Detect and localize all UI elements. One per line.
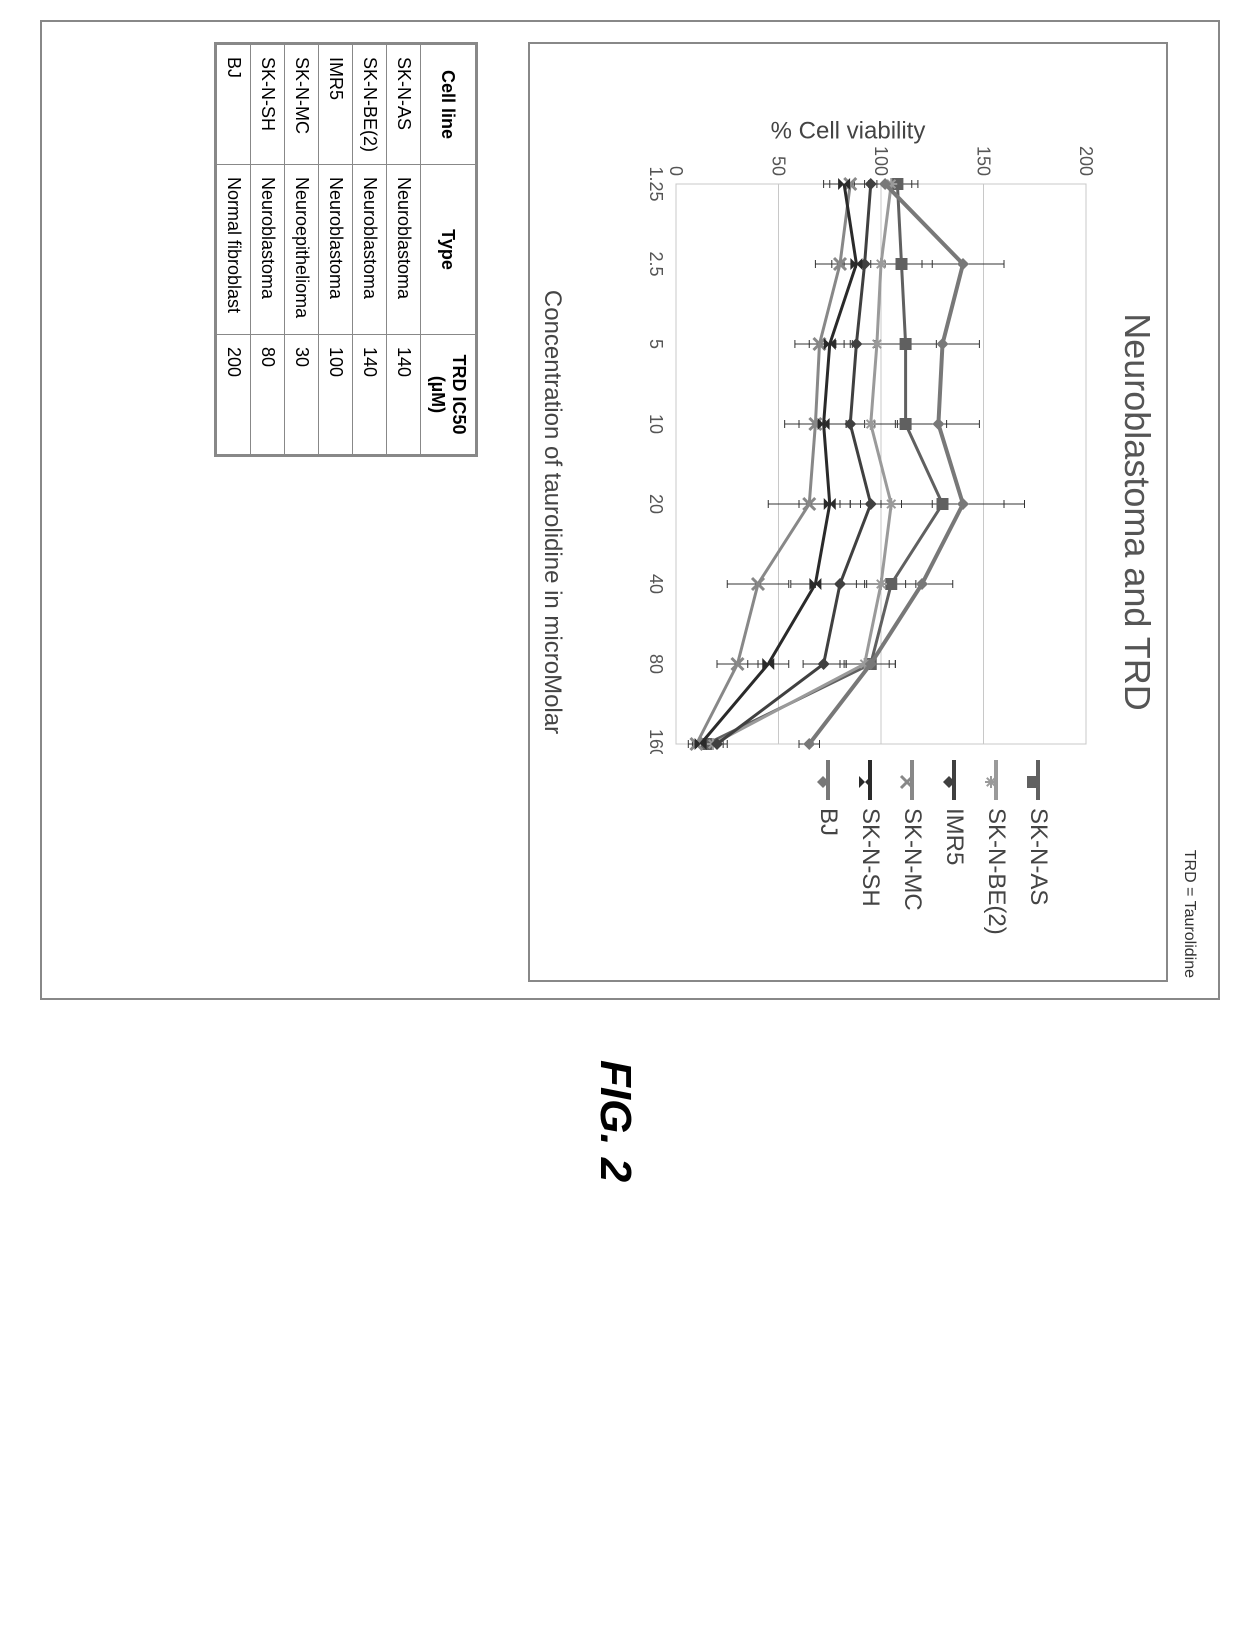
svg-text:2.5: 2.5	[646, 251, 666, 276]
table-cell: SK-N-SH	[251, 45, 285, 165]
legend-label: SK-N-SH	[856, 808, 884, 907]
svg-text:1.25: 1.25	[646, 166, 666, 201]
legend-item: BJ	[814, 760, 842, 960]
table-cell: Neuroblastoma	[319, 165, 353, 335]
table-cell: 200	[217, 335, 251, 455]
svg-text:20: 20	[646, 494, 666, 514]
table-cell: Neuroepithelioma	[285, 165, 319, 335]
svg-text:0: 0	[666, 166, 686, 176]
table-row: SK-N-MCNeuroepithelioma30	[285, 45, 319, 455]
table-row: BJNormal fibroblast200	[217, 45, 251, 455]
ic50-table-frame: Cell lineTypeTRD IC50 (µM)SK-N-ASNeurobl…	[214, 42, 478, 457]
outer-frame: TRD = Taurolidine Neuroblastoma and TRD …	[40, 20, 1220, 1000]
table-row: SK-N-ASNeuroblastoma140	[387, 45, 421, 455]
svg-text:10: 10	[646, 414, 666, 434]
table-cell: Neuroblastoma	[251, 165, 285, 335]
table-cell: BJ	[217, 45, 251, 165]
table-cell: Normal fibroblast	[217, 165, 251, 335]
figure-label: FIG. 2	[590, 1060, 640, 1182]
chart-title: Neuroblastoma and TRD	[1116, 44, 1158, 980]
table-cell: SK-N-BE(2)	[353, 45, 387, 165]
legend-item: SK-N-BE(2)	[982, 760, 1010, 960]
table-cell: 100	[319, 335, 353, 455]
legend-label: SK-N-MC	[898, 808, 926, 911]
svg-text:50: 50	[769, 156, 789, 176]
table-cell: 140	[353, 335, 387, 455]
table-cell: Neuroblastoma	[387, 165, 421, 335]
table-cell: 140	[387, 335, 421, 455]
legend-item: IMR5	[940, 760, 968, 960]
x-axis-label: Concentration of taurolidine in microMol…	[538, 290, 566, 734]
svg-text:100: 100	[871, 146, 891, 176]
table-row: SK-N-BE(2)Neuroblastoma140	[353, 45, 387, 455]
plot-area: 0 50 100 150 200 1.25 2.5 5 10 20 40 80 160	[626, 134, 1096, 754]
chart-svg: 0 50 100 150 200 1.25 2.5 5 10 20 40 80 160	[626, 134, 1096, 754]
legend-label: IMR5	[940, 808, 968, 865]
svg-text:5: 5	[646, 339, 666, 349]
legend-item: SK-N-SH	[856, 760, 884, 960]
svg-text:80: 80	[646, 654, 666, 674]
svg-text:40: 40	[646, 574, 666, 594]
table-header: Cell line	[421, 45, 476, 165]
table-cell: 80	[251, 335, 285, 455]
ic50-table: Cell lineTypeTRD IC50 (µM)SK-N-ASNeurobl…	[216, 44, 476, 455]
legend-item: SK-N-MC	[898, 760, 926, 960]
trd-definition: TRD = Taurolidine	[1180, 850, 1198, 978]
table-cell: IMR5	[319, 45, 353, 165]
table-header: Type	[421, 165, 476, 335]
svg-text:200: 200	[1076, 146, 1096, 176]
table-cell: 30	[285, 335, 319, 455]
chart-container: Neuroblastoma and TRD % Cell viability 0…	[528, 42, 1168, 982]
legend-label: SK-N-AS	[1024, 808, 1052, 905]
svg-text:150: 150	[974, 146, 994, 176]
rotated-page: TRD = Taurolidine Neuroblastoma and TRD …	[20, 20, 1220, 1613]
table-row: SK-N-SHNeuroblastoma80	[251, 45, 285, 455]
legend-label: SK-N-BE(2)	[982, 808, 1010, 935]
table-header: TRD IC50 (µM)	[421, 335, 476, 455]
table-cell: Neuroblastoma	[353, 165, 387, 335]
table-cell: SK-N-MC	[285, 45, 319, 165]
legend-item: SK-N-AS	[1024, 760, 1052, 960]
legend-label: BJ	[814, 808, 842, 836]
legend: SK-N-AS SK-N-BE(2) IMR5 SK-N-MC SK-N-SH BJ	[800, 760, 1066, 960]
svg-text:160: 160	[646, 729, 666, 754]
table-cell: SK-N-AS	[387, 45, 421, 165]
table-row: IMR5Neuroblastoma100	[319, 45, 353, 455]
